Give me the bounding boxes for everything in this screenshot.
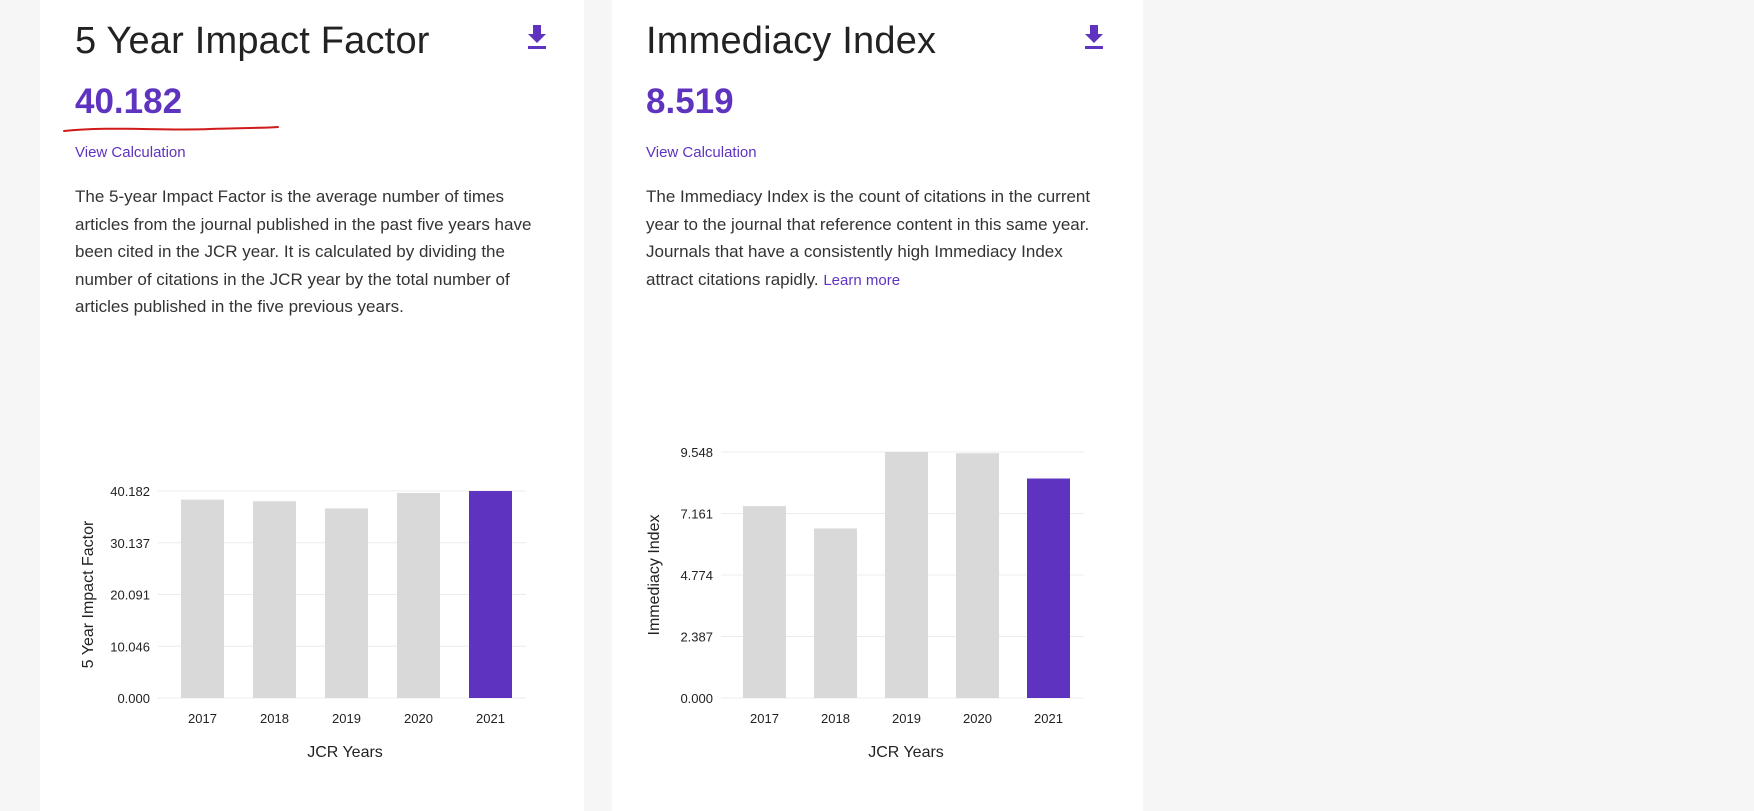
- x-tick-label: 2019: [332, 711, 361, 726]
- x-tick-label: 2020: [963, 711, 992, 726]
- y-tick-label: 4.774: [680, 568, 713, 583]
- five-year-impact-factor-chart: 0.000 10.046 20.091 30.137 40.182 2017 2018 201…: [80, 484, 526, 761]
- bar-2019[interactable]: [885, 452, 928, 698]
- y-tick-label: 2.387: [680, 630, 713, 645]
- y-tick-label: 30.137: [110, 536, 150, 551]
- bar-2019[interactable]: [325, 508, 368, 698]
- metric-title: 5 Year Impact Factor: [75, 20, 430, 62]
- x-tick-label: 2017: [188, 711, 217, 726]
- x-tick-label: 2020: [404, 711, 433, 726]
- bar-2017[interactable]: [743, 506, 786, 698]
- y-axis-title: Immediacy Index: [646, 515, 663, 636]
- y-tick-label: 10.046: [110, 639, 150, 654]
- y-axis-title: 5 Year Impact Factor: [80, 520, 97, 668]
- bar-2018[interactable]: [253, 501, 296, 698]
- download-icon[interactable]: [526, 24, 548, 50]
- bar-2020[interactable]: [397, 492, 440, 698]
- metric-title: Immediacy Index: [646, 20, 937, 62]
- x-tick-label: 2018: [821, 711, 850, 726]
- five-year-impact-factor-card: 5 Year Impact Factor 40.182 View Calcula…: [40, 0, 584, 811]
- x-tick-label: 2017: [750, 711, 779, 726]
- immediacy-index-chart: 0.000 2.387 4.774 7.161 9.548 2017 2018 2019 202…: [646, 445, 1084, 761]
- x-tick-label: 2018: [260, 711, 289, 726]
- bar-2021[interactable]: [1027, 478, 1070, 698]
- metric-description-text: The Immediacy Index is the count of cita…: [646, 187, 1091, 289]
- x-tick-label: 2021: [476, 711, 505, 726]
- x-tick-label: 2019: [892, 711, 921, 726]
- metric-description: The Immediacy Index is the count of cita…: [646, 183, 1096, 294]
- y-tick-label: 20.091: [110, 588, 150, 603]
- metric-value: 8.519: [646, 82, 734, 121]
- x-tick-label: 2021: [1034, 711, 1063, 726]
- download-icon[interactable]: [1083, 24, 1105, 50]
- y-tick-label: 40.182: [110, 484, 150, 499]
- y-tick-label: 0.000: [680, 691, 713, 706]
- bar-2021[interactable]: [469, 491, 512, 698]
- view-calculation-link[interactable]: View Calculation: [75, 144, 186, 161]
- y-tick-label: 0.000: [117, 691, 150, 706]
- bar-2017[interactable]: [181, 499, 224, 698]
- y-tick-label: 9.548: [680, 445, 713, 460]
- y-tick-label: 7.161: [680, 507, 713, 522]
- x-axis-title: JCR Years: [307, 744, 383, 761]
- bar-2020[interactable]: [956, 453, 999, 698]
- x-axis-title: JCR Years: [868, 744, 944, 761]
- metric-value: 40.182: [75, 82, 183, 121]
- view-calculation-link[interactable]: View Calculation: [646, 144, 757, 161]
- metric-description: The 5-year Impact Factor is the average …: [75, 187, 532, 316]
- immediacy-index-card: Immediacy Index 8.519 View Calculation T…: [612, 0, 1143, 811]
- learn-more-link[interactable]: Learn more: [823, 271, 901, 289]
- bar-2018[interactable]: [814, 528, 857, 698]
